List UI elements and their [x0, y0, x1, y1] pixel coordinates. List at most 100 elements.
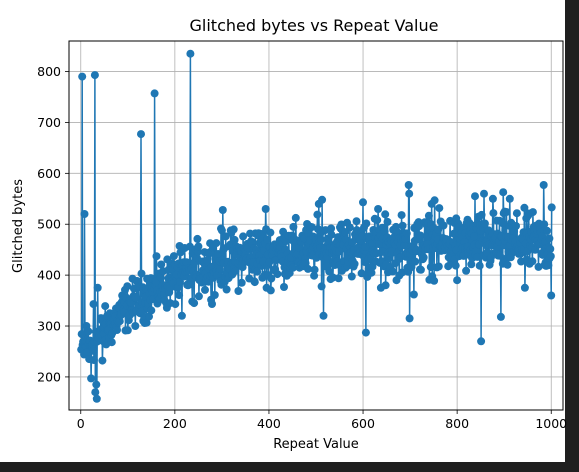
data-point — [402, 229, 411, 238]
data-point — [142, 318, 151, 327]
data-point — [210, 291, 219, 299]
data-point — [266, 228, 275, 237]
data-point — [544, 261, 553, 270]
data-point — [453, 276, 462, 285]
data-point — [397, 211, 406, 220]
data-point — [451, 261, 460, 270]
data-point — [261, 205, 270, 213]
data-point — [313, 210, 322, 219]
x-axis-label: Repeat Value — [273, 437, 359, 452]
data-point — [473, 252, 482, 261]
data-point — [424, 211, 433, 220]
data-point — [92, 380, 101, 389]
data-point — [137, 130, 145, 139]
data-point — [98, 356, 107, 365]
data-point — [89, 300, 98, 309]
data-point — [528, 208, 537, 217]
data-point — [502, 208, 511, 216]
data-point — [169, 252, 178, 261]
data-point — [212, 239, 221, 248]
chart-title: Glitched bytes vs Repeat Value — [190, 16, 439, 35]
data-point — [203, 256, 212, 265]
data-point — [471, 192, 479, 201]
data-point — [477, 337, 486, 346]
data-point — [480, 189, 488, 198]
x-tick-label: 600 — [351, 416, 375, 431]
data-point — [208, 300, 216, 308]
data-point — [477, 210, 486, 219]
data-point — [512, 222, 520, 230]
data-point — [318, 195, 327, 204]
data-point — [325, 267, 334, 276]
data-point — [405, 189, 414, 198]
data-point — [503, 260, 512, 269]
data-point — [150, 89, 159, 98]
y-tick-label: 200 — [37, 369, 61, 384]
data-point — [416, 265, 425, 274]
data-point — [489, 209, 498, 218]
data-point — [218, 206, 227, 214]
data-point — [528, 257, 537, 266]
data-point — [543, 226, 551, 235]
data-point — [288, 263, 297, 272]
data-point — [352, 217, 361, 226]
data-point — [415, 222, 423, 231]
data-point — [405, 314, 414, 323]
data-point — [77, 330, 86, 339]
data-point — [289, 222, 298, 231]
data-point — [546, 252, 555, 261]
y-tick-label: 300 — [37, 319, 61, 334]
x-tick-label: 400 — [257, 416, 281, 431]
axes-frame — [68, 40, 564, 411]
y-tick-label: 700 — [37, 115, 61, 130]
data-point — [145, 312, 153, 321]
data-point — [156, 273, 165, 282]
y-tick-label: 500 — [37, 217, 61, 232]
data-point — [231, 266, 240, 275]
data-point — [80, 210, 89, 218]
data-point — [547, 291, 556, 300]
data-point — [404, 181, 413, 189]
data-point — [234, 287, 243, 295]
axis-ticks: 0 200 400 600 800 1000 200 300 400 500 600 700 800 — [37, 64, 567, 431]
data-point — [273, 270, 282, 279]
data-point — [310, 265, 319, 274]
x-tick-label: 1000 — [535, 416, 567, 431]
data-point — [411, 257, 420, 266]
data-point — [304, 264, 312, 273]
data-point — [131, 293, 140, 302]
data-point — [317, 282, 326, 291]
data-point — [505, 194, 514, 203]
data-point — [419, 253, 428, 262]
data-point — [193, 234, 202, 243]
data-point — [398, 221, 407, 230]
data-point — [310, 271, 319, 280]
data-point — [409, 290, 418, 299]
data-point — [291, 213, 300, 222]
data-point — [357, 269, 366, 278]
data-point — [359, 198, 367, 207]
data-point — [480, 219, 489, 228]
data-point — [123, 282, 132, 291]
data-point — [434, 262, 443, 271]
data-point — [388, 267, 397, 276]
data-point — [152, 252, 161, 261]
data-point — [93, 283, 102, 292]
data-point — [373, 216, 382, 225]
y-tick-label: 800 — [37, 64, 61, 79]
data-point — [157, 260, 166, 269]
x-tick-label: 200 — [163, 416, 187, 431]
data-point — [362, 219, 371, 228]
data-point — [137, 269, 146, 278]
data-point — [84, 327, 93, 336]
data-point — [250, 278, 259, 287]
data-point — [176, 277, 184, 286]
data-point — [182, 258, 191, 267]
data-point — [512, 209, 521, 218]
data-point — [230, 235, 239, 244]
data-point — [470, 232, 479, 241]
data-point — [462, 266, 471, 275]
data-point — [266, 286, 275, 295]
data-point — [345, 223, 354, 232]
